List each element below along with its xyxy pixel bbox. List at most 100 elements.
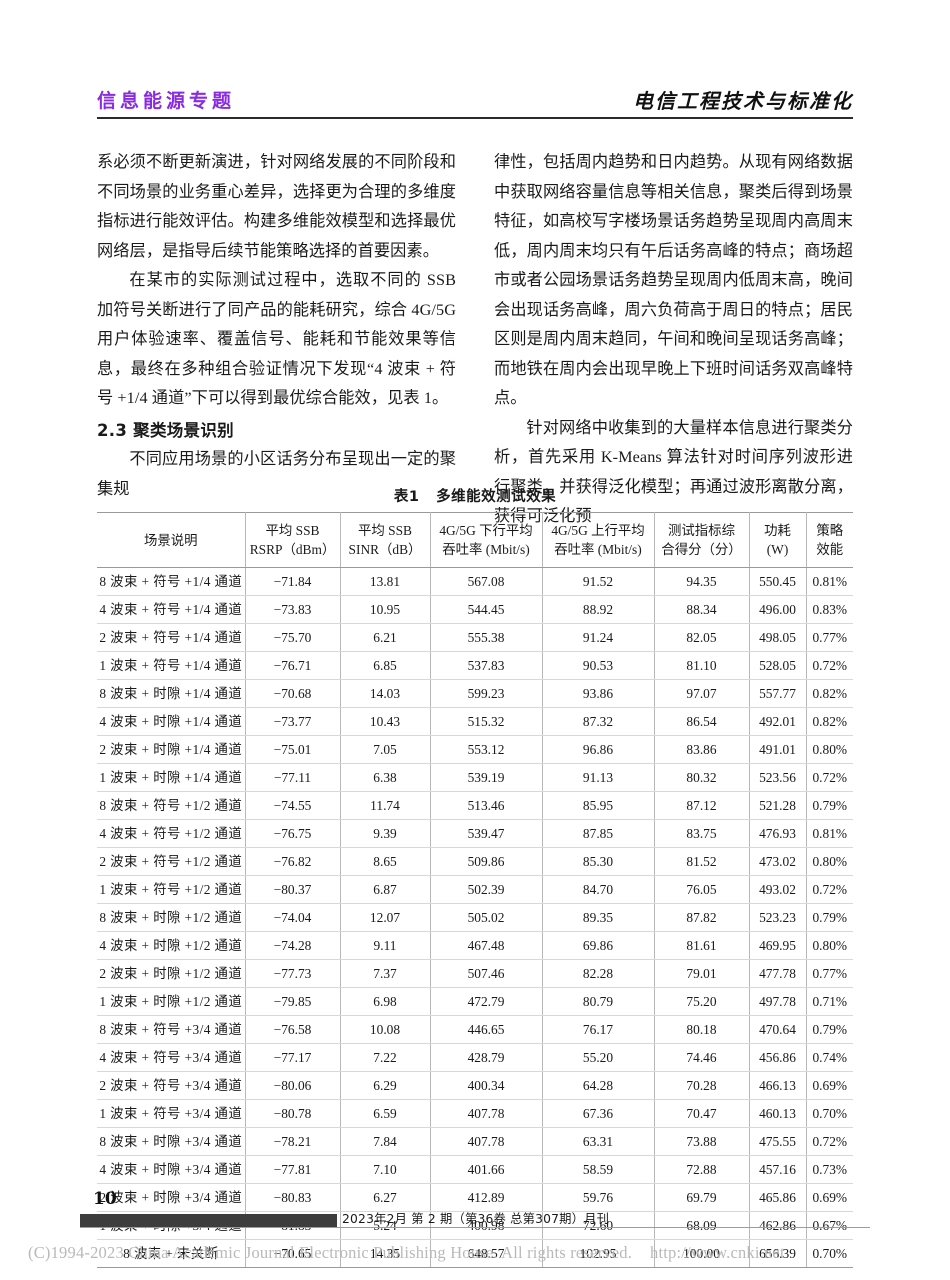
cell-scene-description: 2 波束 + 时隙 +1/4 通道	[97, 735, 246, 764]
cell-value: −73.83	[244, 595, 341, 624]
cell-value: 553.12	[429, 735, 543, 764]
cell-value: 407.78	[429, 1127, 543, 1156]
cell-value: 475.55	[748, 1127, 807, 1156]
cell-value: 74.46	[653, 1043, 750, 1072]
cell-value: 9.39	[339, 819, 431, 848]
table-row: 1 波束 + 时隙 +1/2 通道 −79.85 6.98 472.79 80.79 75…	[97, 987, 853, 1016]
cell-value: 0.73%	[805, 1155, 853, 1184]
cell-value: −70.68	[244, 679, 341, 708]
cell-value: 87.32	[541, 707, 655, 736]
paragraph-left-2: 在某市的实际测试过程中，选取不同的 SSB 加符号关断进行了同产品的能耗研究，综…	[97, 271, 456, 407]
cell-value: 7.37	[339, 959, 431, 988]
page-number: 10	[93, 1189, 117, 1209]
table-row: 8 波束 + 时隙 +1/4 通道 −70.68 14.03 599.23 93.86 9…	[97, 679, 853, 708]
cell-value: 7.05	[339, 735, 431, 764]
cell-scene-description: 8 波束 + 时隙 +3/4 通道	[97, 1127, 246, 1156]
left-column: 系必须不断更新演进，针对网络发展的不同阶段和不同场景的业务重心差异，选择更为合理…	[97, 148, 456, 532]
right-column: 律性，包括周内趋势和日内趋势。从现有网络数据中获取网络容量信息等相关信息，聚类后…	[494, 148, 853, 532]
cell-value: 87.82	[653, 903, 750, 932]
cell-value: 6.38	[339, 763, 431, 792]
table-row: 4 波束 + 符号 +1/4 通道 −73.83 10.95 544.45 88.92 8…	[97, 595, 853, 624]
table-row: 2 波束 + 符号 +1/2 通道 −76.82 8.65 509.86 85.30 81…	[97, 847, 853, 876]
table-row: 8 波束 + 符号 +1/2 通道 −74.55 11.74 513.46 85.95 8…	[97, 791, 853, 820]
cell-value: 81.10	[653, 651, 750, 680]
cell-value: 6.87	[339, 875, 431, 904]
cell-value: 498.05	[748, 623, 807, 652]
cell-value: −77.17	[244, 1043, 341, 1072]
cell-value: 462.86	[748, 1211, 807, 1240]
footer-bar	[80, 1214, 337, 1227]
paragraph-left-1: 系必须不断更新演进，针对网络发展的不同阶段和不同场景的业务重心差异，选择更为合理…	[97, 153, 456, 260]
cell-value: 446.65	[429, 1015, 543, 1044]
cell-value: 64.28	[541, 1071, 655, 1100]
column-header-line: 测试指标综	[668, 523, 735, 538]
cell-scene-description: 4 波束 + 符号 +3/4 通道	[97, 1043, 246, 1072]
cell-value: −74.04	[244, 903, 341, 932]
table-column-header-0: 场景说明	[97, 512, 246, 568]
cell-value: 88.92	[541, 595, 655, 624]
column-header-line: 场景说明	[143, 532, 198, 548]
cell-value: 0.72%	[805, 763, 853, 792]
cell-value: 90.53	[541, 651, 655, 680]
table-head: 场景说明 平均 SSB RSRP（dBm） 平均 SSB SINR（dB） 4G/5G 下…	[97, 512, 853, 568]
table-row: 4 波束 + 时隙 +1/2 通道 −74.28 9.11 467.48 69.86 81…	[97, 931, 853, 960]
cell-value: 70.47	[653, 1099, 750, 1128]
cell-value: 6.59	[339, 1099, 431, 1128]
cell-value: −78.21	[244, 1127, 341, 1156]
cell-value: −79.85	[244, 987, 341, 1016]
cell-value: 89.35	[541, 903, 655, 932]
table-column-header-6: 功耗 (W)	[748, 512, 807, 568]
cell-value: 491.01	[748, 735, 807, 764]
table-row: 8 波束 + 时隙 +3/4 通道 −78.21 7.84 407.78 63.31 73…	[97, 1127, 853, 1156]
cell-value: 70.28	[653, 1071, 750, 1100]
column-header-line: 吞吐率 (Mbit/s)	[554, 542, 642, 557]
column-header-line: RSRP（dBm）	[249, 542, 336, 557]
column-header-line: 吞吐率 (Mbit/s)	[442, 542, 530, 557]
table-row: 8 波束 + 符号 +3/4 通道 −76.58 10.08 446.65 76.17 8…	[97, 1015, 853, 1044]
cell-scene-description: 4 波束 + 时隙 +3/4 通道	[97, 1155, 246, 1184]
cell-value: 91.24	[541, 623, 655, 652]
cell-value: −80.37	[244, 875, 341, 904]
table-row: 2 波束 + 时隙 +1/4 通道 −75.01 7.05 553.12 96.86 83…	[97, 735, 853, 764]
column-header-line: 合得分（分）	[661, 542, 742, 557]
cell-scene-description: 8 波束 + 符号 +1/4 通道	[97, 567, 246, 596]
cell-value: −76.75	[244, 819, 341, 848]
cell-scene-description: 4 波束 + 符号 +1/2 通道	[97, 819, 246, 848]
cell-value: 502.39	[429, 875, 543, 904]
cell-value: 515.32	[429, 707, 543, 736]
cell-value: 73.88	[653, 1127, 750, 1156]
table-row: 4 波束 + 时隙 +3/4 通道 −77.81 7.10 401.66 58.59 72…	[97, 1155, 853, 1184]
cell-value: 81.52	[653, 847, 750, 876]
cell-scene-description: 8 波束 + 未关断	[97, 1239, 246, 1268]
column-header-line: 4G/5G 下行平均	[439, 523, 533, 538]
cell-value: 55.20	[541, 1043, 655, 1072]
cell-value: 0.72%	[805, 651, 853, 680]
cell-value: −74.28	[244, 931, 341, 960]
cell-value: −76.71	[244, 651, 341, 680]
cell-value: 72.60	[541, 1211, 655, 1240]
table-row: 8 波束 + 未关断 −70.65 14.35 648.57 102.95 100.00 6…	[97, 1239, 853, 1268]
cell-value: 428.79	[429, 1043, 543, 1072]
cell-value: 81.61	[653, 931, 750, 960]
cell-scene-description: 1 波束 + 符号 +1/4 通道	[97, 651, 246, 680]
cell-value: 82.28	[541, 959, 655, 988]
cell-scene-description: 1 波束 + 时隙 +1/4 通道	[97, 763, 246, 792]
cell-value: 5.24	[339, 1211, 431, 1240]
cell-value: 505.02	[429, 903, 543, 932]
cell-value: 11.74	[339, 791, 431, 820]
cell-value: 14.35	[339, 1239, 431, 1268]
cell-value: 97.07	[653, 679, 750, 708]
table-column-header-4: 4G/5G 上行平均 吞吐率 (Mbit/s)	[541, 512, 655, 568]
table-caption-label: 表1	[393, 489, 420, 505]
cell-value: 0.81%	[805, 819, 853, 848]
table-row: 2 波束 + 符号 +1/4 通道 −75.70 6.21 555.38 91.24 82…	[97, 623, 853, 652]
cell-value: −77.81	[244, 1155, 341, 1184]
cell-scene-description: 4 波束 + 符号 +1/4 通道	[97, 595, 246, 624]
cell-value: 10.43	[339, 707, 431, 736]
cell-value: 0.82%	[805, 707, 853, 736]
cell-value: 13.81	[339, 567, 431, 596]
cell-value: 0.72%	[805, 875, 853, 904]
cell-value: 75.20	[653, 987, 750, 1016]
cell-value: 0.77%	[805, 623, 853, 652]
cell-value: 88.34	[653, 595, 750, 624]
